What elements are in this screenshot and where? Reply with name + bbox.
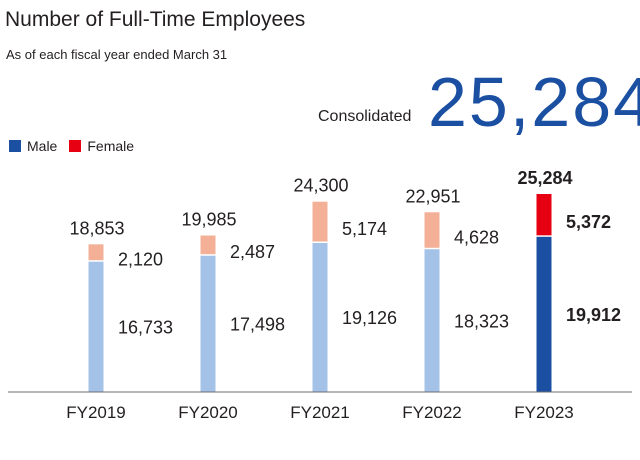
legend: Male Female (9, 138, 146, 154)
legend-item-female: Female (69, 138, 134, 154)
bar-female-FY2023 (536, 194, 552, 237)
label-female-FY2023: 5,372 (566, 212, 611, 232)
label-male-FY2019: 16,733 (118, 317, 173, 337)
label-female-FY2022: 4,628 (454, 227, 499, 247)
label-total-FY2020: 19,985 (181, 209, 236, 229)
label-male-FY2021: 19,126 (342, 308, 397, 328)
bar-male-FY2023 (536, 236, 552, 392)
x-tick-FY2019: FY2019 (66, 403, 126, 422)
x-tick-FY2023: FY2023 (514, 403, 574, 422)
bar-female-FY2022 (424, 212, 440, 249)
legend-label-female: Female (87, 138, 135, 154)
bar-male-FY2020 (200, 254, 216, 392)
label-total-FY2022: 22,951 (405, 186, 460, 206)
bar-female-FY2021 (312, 201, 328, 243)
bar-male-FY2021 (312, 242, 328, 392)
label-female-FY2021: 5,174 (342, 219, 387, 239)
bar-male-FY2019 (88, 260, 104, 392)
label-total-FY2023: 25,284 (517, 168, 572, 188)
consolidated-value: 25,284 (428, 63, 640, 141)
label-male-FY2020: 17,498 (230, 314, 285, 334)
bar-male-FY2022 (424, 248, 440, 392)
legend-item-male: Male (9, 138, 57, 154)
legend-swatch-female (69, 140, 82, 152)
bar-female-FY2020 (200, 235, 216, 255)
label-male-FY2022: 18,323 (454, 311, 509, 331)
label-total-FY2019: 18,853 (69, 218, 124, 238)
label-male-FY2023: 19,912 (566, 305, 621, 325)
legend-swatch-male (9, 140, 21, 152)
chart-title: Number of Full-Time Employees (5, 8, 306, 31)
label-female-FY2020: 2,487 (230, 242, 275, 262)
consolidated-label: Consolidated (318, 108, 412, 125)
x-tick-FY2022: FY2022 (402, 403, 462, 422)
x-tick-FY2020: FY2020 (178, 403, 238, 422)
legend-label-male: Male (27, 138, 58, 154)
x-tick-FY2021: FY2021 (290, 403, 350, 422)
label-total-FY2021: 24,300 (293, 176, 348, 196)
chart-subtitle: As of each fiscal year ended March 31 (6, 47, 228, 62)
label-female-FY2019: 2,120 (118, 250, 163, 270)
bar-female-FY2019 (88, 244, 104, 261)
